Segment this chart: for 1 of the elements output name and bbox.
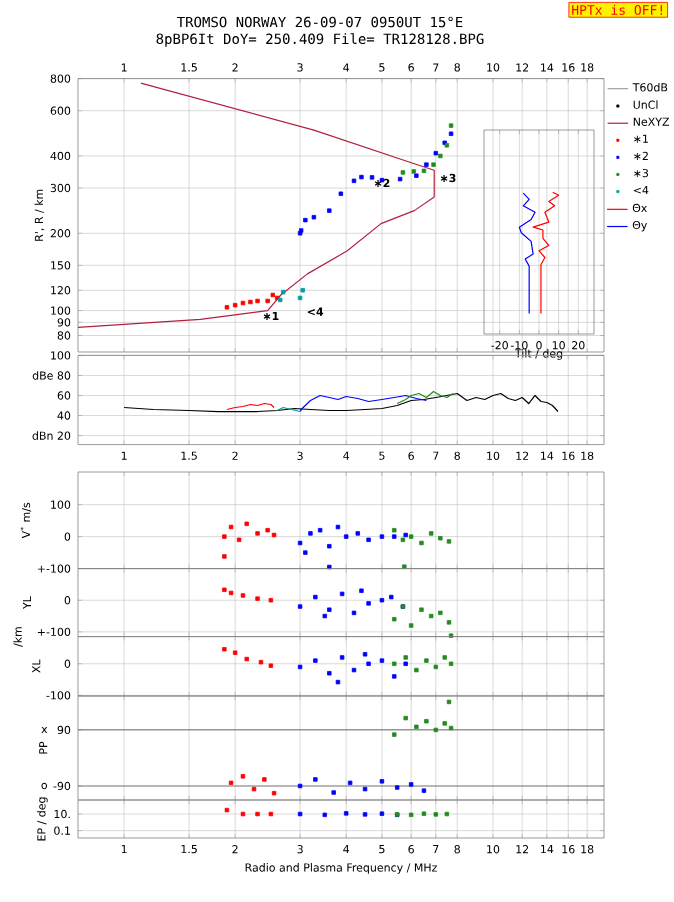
line-series <box>396 390 455 405</box>
